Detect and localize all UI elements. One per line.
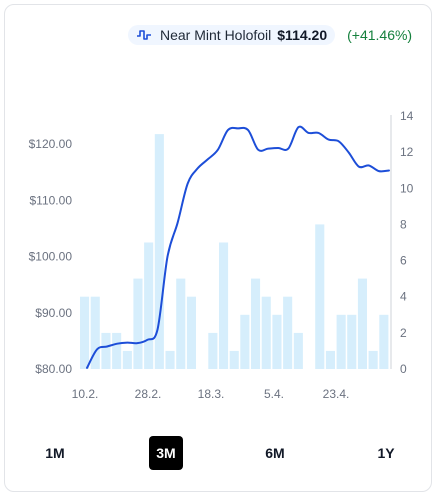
volume-bar (80, 296, 90, 369)
date-axis-tick-label: 5.4. (264, 387, 284, 401)
volume-bar (261, 296, 271, 369)
legend-item-near-mint-holofoil[interactable]: Near Mint Holofoil $114.20 (128, 25, 336, 45)
volume-axis-tick-label: 12 (400, 145, 414, 159)
volume-bar (112, 332, 122, 369)
line-series-icon (136, 28, 152, 42)
date-axis-tick-label: 18.3. (198, 387, 225, 401)
legend-current-price: $114.20 (277, 27, 328, 43)
price-axis-tick-label: $80.00 (35, 362, 72, 376)
volume-bar (154, 134, 164, 369)
volume-bar (133, 278, 143, 369)
range-button-3m[interactable]: 3M (149, 436, 183, 470)
volume-bar (101, 332, 111, 369)
volume-axis-tick-label: 2 (400, 326, 407, 340)
volume-bar (293, 332, 303, 369)
volume-bar (176, 278, 186, 369)
volume-bar (368, 350, 378, 369)
date-axis-tick-label: 10.2. (72, 387, 99, 401)
volume-bar (229, 350, 239, 369)
volume-bar (90, 296, 100, 369)
volume-axis-tick-label: 6 (400, 254, 407, 268)
volume-bar (165, 350, 175, 369)
price-line-layer (86, 125, 390, 369)
price-axis-ticks: $80.00 $90.00 $100.00 $110.00 $120.00 (29, 137, 73, 376)
volume-bar (272, 314, 282, 369)
price-axis-tick-label: $100.00 (29, 250, 73, 264)
price-line (86, 125, 390, 369)
range-button-1m[interactable]: 1M (45, 445, 65, 461)
volume-axis-tick-label: 4 (400, 290, 407, 304)
volume-bar (347, 314, 357, 369)
range-button-1y[interactable]: 1Y (377, 445, 395, 461)
legend-series-name: Near Mint Holofoil (160, 27, 272, 43)
volume-bar (283, 296, 293, 369)
volume-axis-tick-label: 14 (400, 109, 414, 123)
time-range-selector: 1M 3M 6M 1Y (0, 436, 438, 472)
date-axis-tick-label: 23.4. (323, 387, 350, 401)
range-button-6m[interactable]: 6M (265, 445, 285, 461)
date-axis-tick-label: 28.2. (135, 387, 162, 401)
date-axis-ticks: 10.2. 28.2. 18.3. 5.4. 23.4. (72, 387, 350, 401)
volume-bar (315, 224, 325, 369)
chart-legend: Near Mint Holofoil $114.20 (+41.46%) (128, 25, 424, 45)
price-axis-tick-label: $90.00 (35, 306, 72, 320)
volume-bar (336, 314, 346, 369)
volume-bars (80, 134, 389, 369)
volume-bar (357, 278, 367, 369)
volume-bar (144, 242, 154, 369)
volume-axis-tick-label: 8 (400, 217, 407, 231)
volume-bar (251, 278, 261, 369)
price-axis-tick-label: $120.00 (29, 137, 73, 151)
volume-axis-ticks: 0 2 4 6 8 10 12 14 (390, 109, 414, 376)
volume-axis-tick-label: 10 (400, 181, 414, 195)
price-axis-tick-label: $110.00 (30, 193, 73, 207)
volume-bar (325, 350, 335, 369)
volume-bar (122, 350, 132, 369)
volume-bar (186, 296, 196, 369)
legend-price-change: (+41.46%) (347, 27, 413, 43)
volume-bar (219, 242, 229, 369)
volume-bar (240, 314, 250, 369)
volume-bar (208, 332, 218, 369)
volume-axis-tick-label: 0 (400, 362, 407, 376)
price-volume-chart: $80.00 $90.00 $100.00 $110.00 $120.00 0 2 4 6 8 1… (29, 109, 414, 401)
volume-bar (379, 314, 389, 369)
price-history-card (4, 4, 432, 492)
